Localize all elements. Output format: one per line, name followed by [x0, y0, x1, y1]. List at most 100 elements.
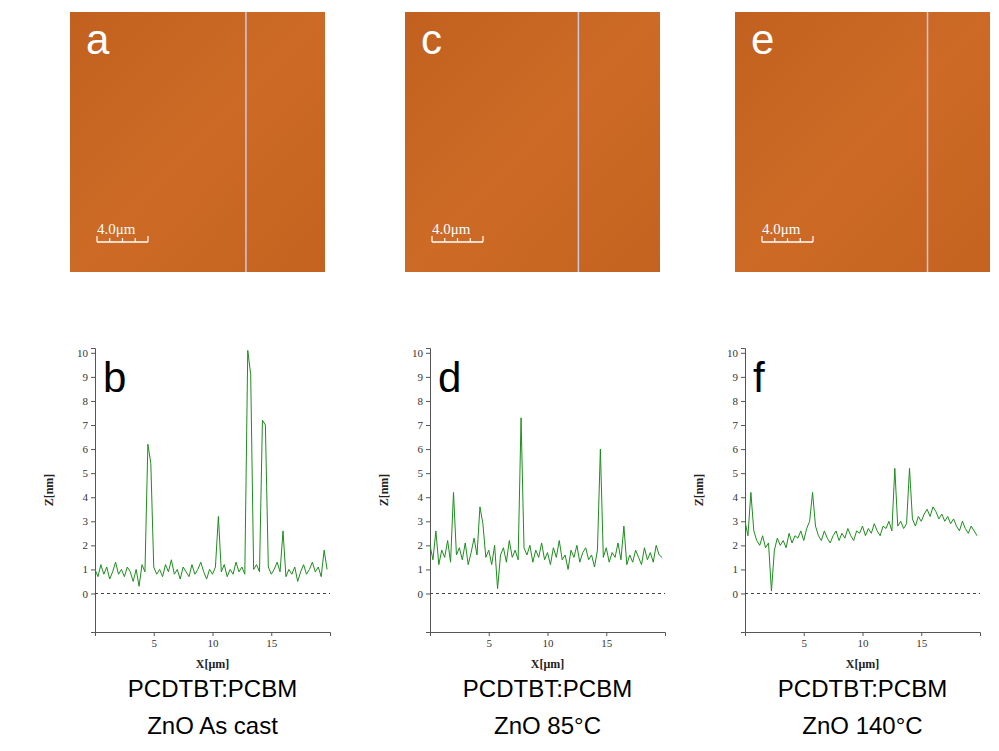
y-tick-label: 9: [733, 371, 739, 383]
y-axis-title: Z[nm]: [377, 474, 391, 507]
y-tick: 8: [733, 395, 746, 407]
y-tick: 2: [418, 539, 431, 551]
y-tick-mark: [741, 473, 745, 474]
y-tick: 8: [83, 395, 96, 407]
scale-bar-tick: [787, 238, 788, 242]
y-tick-mark: [741, 353, 745, 354]
y-tick: 9: [418, 371, 431, 383]
scale-bar-tick: [147, 236, 148, 242]
y-tick: 0: [418, 588, 431, 600]
x-axis: 51015: [96, 632, 331, 649]
y-tick-mark: [426, 593, 430, 594]
y-tick-mark: [91, 497, 95, 498]
y-tick-label: 4: [83, 491, 89, 503]
y-tick: 0: [83, 588, 96, 600]
y-tick-label: 4: [733, 491, 739, 503]
y-tick-mark: [91, 569, 95, 570]
x-tick-label: 15: [601, 637, 613, 649]
afm-image: [70, 12, 325, 272]
caption: ZnO 85°C: [494, 712, 601, 739]
x-tick: 5: [487, 632, 493, 649]
panel-letter: f: [753, 354, 765, 401]
x-tick: 15: [916, 632, 928, 649]
y-tick-label: 6: [733, 443, 739, 455]
y-tick: 10: [412, 347, 430, 359]
y-tick: 9: [83, 371, 96, 383]
y-tick-mark: [741, 569, 745, 570]
y-tick-label: 6: [418, 443, 424, 455]
y-tick-label: 8: [418, 395, 424, 407]
y-tick: 1: [83, 563, 96, 575]
y-tick-mark: [91, 473, 95, 474]
scale-bar-tick: [135, 238, 136, 242]
y-tick: 0: [733, 588, 746, 600]
x-tick-label: 5: [802, 637, 808, 649]
panel-letter: a: [86, 16, 110, 63]
scale-bar-tick: [800, 238, 801, 242]
x-axis-title: X[μm]: [531, 657, 564, 671]
x-tick-label: 5: [152, 637, 158, 649]
y-tick-label: 8: [83, 395, 89, 407]
y-tick-label: 1: [83, 563, 89, 575]
x-tick-mark: [154, 632, 155, 636]
x-tick-label: 10: [543, 637, 555, 649]
y-tick-mark: [741, 377, 745, 378]
caption: PCDTBT:PCBM: [778, 675, 947, 702]
panel-letter: e: [751, 16, 774, 63]
y-tick: 4: [83, 491, 96, 503]
x-tick-mark: [548, 632, 549, 636]
y-tick-label: 8: [733, 395, 739, 407]
afm-panel: 4.0μma: [70, 12, 325, 272]
y-tick-mark: [426, 449, 430, 450]
afm-panel: 4.0μm c: [405, 12, 660, 272]
caption: ZnO As cast: [147, 712, 278, 739]
y-tick: 1: [418, 563, 431, 575]
scale-bar-tick: [482, 236, 483, 242]
reference-line: [430, 593, 665, 594]
y-tick-mark: [426, 497, 430, 498]
y-tick: 5: [733, 467, 746, 479]
y-tick-label: 10: [727, 347, 739, 359]
plot-area: [745, 468, 977, 591]
y-tick-mark: [426, 377, 430, 378]
x-tick-mark: [606, 632, 607, 636]
x-axis-title: X[μm]: [846, 657, 879, 671]
scale-bar-tick: [444, 238, 445, 242]
panel-letter: c: [421, 16, 442, 63]
scale-bar-tick: [470, 238, 471, 242]
y-tick-label: 1: [418, 563, 424, 575]
height-profile: [95, 350, 327, 586]
y-tick: 7: [83, 419, 96, 431]
reference-line: [95, 593, 330, 594]
y-tick-mark: [426, 521, 430, 522]
y-tick: 6: [418, 443, 431, 455]
y-tick: 10: [727, 347, 745, 359]
y-axis-line: [426, 349, 431, 633]
scale-bar-tick: [122, 238, 123, 242]
x-tick: 15: [266, 632, 278, 649]
y-tick-mark: [741, 545, 745, 546]
y-tick-label: 4: [418, 491, 424, 503]
height-profile: [745, 468, 977, 591]
figure: 4.0μma4.0μmc4.0μme01234567891051015Z[nm]…: [0, 0, 999, 751]
y-tick-mark: [91, 377, 95, 378]
y-tick-mark: [741, 497, 745, 498]
scale-bar-label: 4.0μm: [762, 221, 801, 237]
y-tick-label: 3: [733, 515, 739, 527]
y-tick-mark: [741, 425, 745, 426]
y-tick-label: 3: [418, 515, 424, 527]
x-axis-line: [431, 633, 666, 637]
x-tick-label: 15: [266, 637, 278, 649]
scale-bar-label: 4.0μm: [432, 221, 471, 237]
x-tick: 5: [802, 632, 808, 649]
y-tick: 6: [733, 443, 746, 455]
afm-panel: 4.0μm e: [735, 12, 990, 272]
y-tick-label: 7: [733, 419, 739, 431]
x-tick-mark: [489, 632, 490, 636]
caption: PCDTBT:PCBM: [128, 675, 297, 702]
y-tick-mark: [741, 401, 745, 402]
x-tick: 5: [152, 632, 158, 649]
y-tick-label: 10: [412, 347, 424, 359]
y-tick: 2: [83, 539, 96, 551]
y-axis-title: Z[nm]: [42, 474, 56, 507]
